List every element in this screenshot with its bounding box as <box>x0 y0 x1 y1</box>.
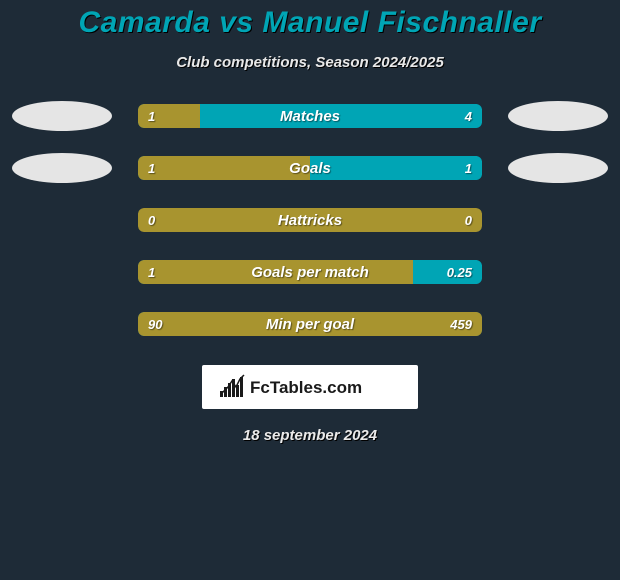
stat-value-left: 90 <box>138 312 172 336</box>
player-right-marker <box>508 101 608 131</box>
stat-row: Hattricks0 0 <box>0 205 620 235</box>
stat-label: Hattricks <box>138 208 482 232</box>
fctables-logo: FcTables.com <box>220 373 400 401</box>
page-subtitle: Club competitions, Season 2024/2025 <box>0 54 620 71</box>
player-left-marker <box>12 101 112 131</box>
stat-label: Min per goal <box>138 312 482 336</box>
player-right-marker <box>508 153 608 183</box>
stat-label: Matches <box>138 104 482 128</box>
logo-box: FcTables.com <box>202 365 418 409</box>
page-title: Camarda vs Manuel Fischnaller <box>0 6 620 40</box>
comparison-chart: Matches14Goals11Hattricks00Goals per mat… <box>0 101 620 339</box>
stat-row: Min per goal90 459 <box>0 309 620 339</box>
logo-text: FcTables.com <box>250 378 362 397</box>
stat-value-left: 1 <box>138 156 165 180</box>
stat-bar: Hattricks0 0 <box>138 208 482 232</box>
stat-value-right: 4 <box>455 104 482 128</box>
stat-label: Goals per match <box>138 260 482 284</box>
stat-value-left: 0 <box>138 208 165 232</box>
date-text: 18 september 2024 <box>0 427 620 444</box>
stat-bar: Matches1 4 <box>138 104 482 128</box>
stat-value-right: 0 <box>455 208 482 232</box>
stat-value-left: 1 <box>138 260 165 284</box>
stat-row: Goals1 1 <box>0 153 620 183</box>
stat-value-right: 1 <box>455 156 482 180</box>
stat-value-left: 1 <box>138 104 165 128</box>
stat-label: Goals <box>138 156 482 180</box>
stat-bar: Goals per match1 0.25 <box>138 260 482 284</box>
stat-value-right: 459 <box>440 312 482 336</box>
player-left-marker <box>12 153 112 183</box>
stat-row: Matches1 4 <box>0 101 620 131</box>
container: Camarda vs Manuel Fischnaller Club compe… <box>0 0 620 444</box>
stat-row: Goals per match1 0.25 <box>0 257 620 287</box>
stat-bar: Min per goal90 459 <box>138 312 482 336</box>
stat-value-right: 0.25 <box>437 260 482 284</box>
stat-bar: Goals1 1 <box>138 156 482 180</box>
